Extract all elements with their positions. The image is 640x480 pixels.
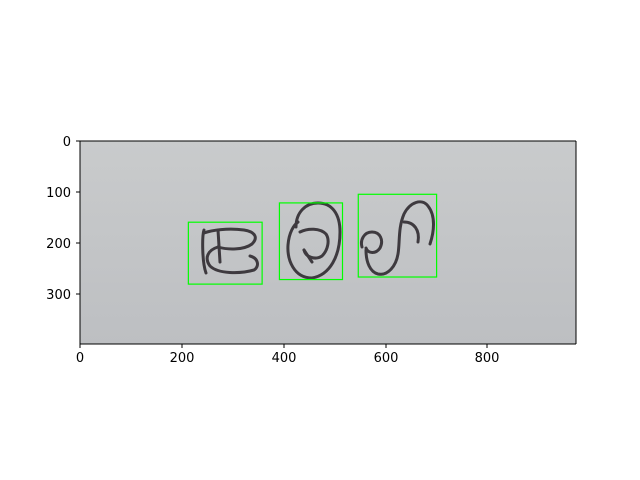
y-tick-label: 100: [46, 186, 71, 201]
x-tick-label: 600: [374, 351, 399, 366]
handwritten-glyphs: [201, 200, 435, 280]
glyph-1: [201, 227, 259, 275]
detection-box-3: [357, 193, 438, 278]
y-tick-label: 0: [63, 135, 71, 150]
y-tick-label: 300: [46, 288, 71, 303]
x-tick-label: 800: [475, 351, 500, 366]
x-tick-label: 200: [170, 351, 195, 366]
detection-box-2: [278, 202, 344, 281]
x-tick-label: 400: [272, 351, 297, 366]
x-tick-label: 0: [76, 351, 84, 366]
glyph-3: [360, 200, 435, 276]
y-ticks: 0 100 200 300: [46, 135, 80, 303]
image-area: [80, 141, 576, 344]
detection-box-1: [187, 221, 263, 285]
y-tick-label: 200: [46, 237, 71, 252]
detection-boxes: [187, 193, 438, 285]
x-ticks: 0 200 400 600 800: [76, 344, 500, 366]
